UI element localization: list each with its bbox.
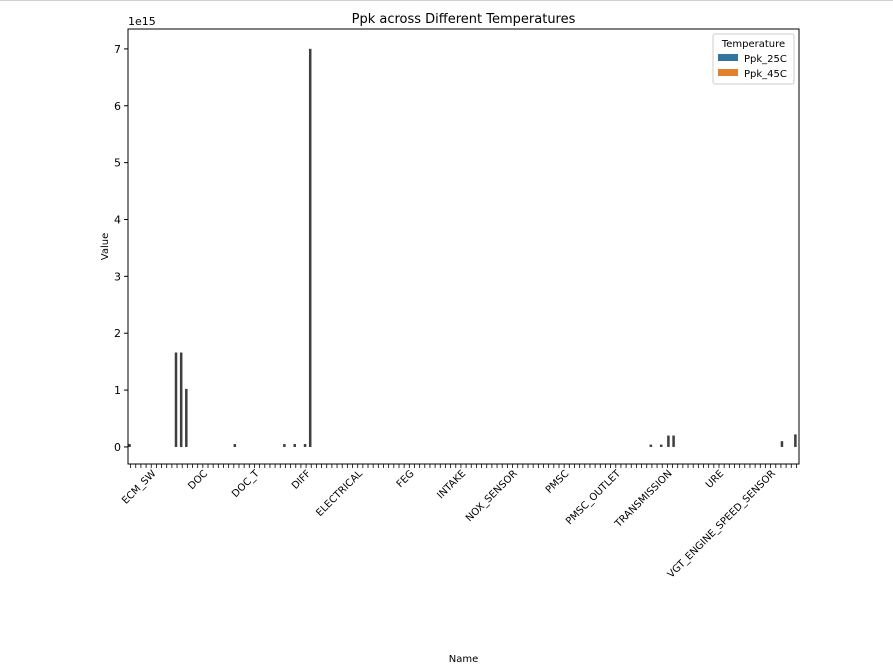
y-axis-title: Value	[100, 233, 111, 260]
x-tick-label: DOC	[186, 468, 210, 492]
y-tick-label: 6	[114, 100, 121, 113]
x-tick-label: ELECTRICAL	[314, 468, 365, 519]
y-axis-offset-label: 1e15	[128, 15, 156, 28]
legend-label-ppk-45c: Ppk_45C	[744, 69, 787, 80]
x-tick-label: PMSC	[544, 468, 572, 496]
bars-group	[128, 48, 797, 447]
x-tick-label: DIFF	[290, 468, 314, 492]
legend-label-ppk-25c: Ppk_25C	[744, 54, 787, 65]
y-tick-label: 7	[114, 43, 121, 56]
x-tick-label: DOC_T	[230, 468, 262, 500]
x-axis-title: Name	[449, 654, 479, 663]
top-divider	[0, 0, 893, 1]
legend: Temperature Ppk_25C Ppk_45C	[712, 33, 795, 85]
y-tick-label: 0	[114, 441, 121, 454]
y-axis-ticks: 0 1 2 3 4 5 6 7	[114, 43, 128, 454]
x-axis-ticks	[130, 464, 797, 468]
y-tick-label: 4	[114, 213, 121, 226]
x-tick-label: INTAKE	[435, 468, 468, 501]
x-tick-label: VGT_ENGINE_SPEED_SENSOR	[666, 468, 778, 580]
x-tick-label: TRANSMISSION	[613, 468, 675, 530]
x-tick-label: FEG	[395, 468, 417, 490]
x-tick-label: PMSC_OUTLET	[564, 468, 624, 528]
y-tick-label: 1	[114, 384, 121, 397]
x-tick-label: NOX_SENSOR	[464, 468, 520, 524]
y-tick-label: 2	[114, 327, 121, 340]
legend-swatch-ppk-45c	[718, 69, 738, 76]
x-axis-tick-labels: ECM_SW DOC DOC_T DIFF ELECTRICAL FEG INTAKENOX…	[120, 468, 778, 581]
y-tick-label: 3	[114, 270, 121, 283]
plot-area-frame	[127, 28, 800, 465]
x-tick-label: ECM_SW	[120, 468, 158, 506]
x-tick-label: URE	[704, 468, 726, 490]
chart-title: Ppk across Different Temperatures	[352, 12, 576, 27]
legend-swatch-ppk-25c	[718, 54, 738, 61]
y-tick-label: 5	[114, 157, 121, 170]
legend-title: Temperature	[721, 39, 785, 50]
